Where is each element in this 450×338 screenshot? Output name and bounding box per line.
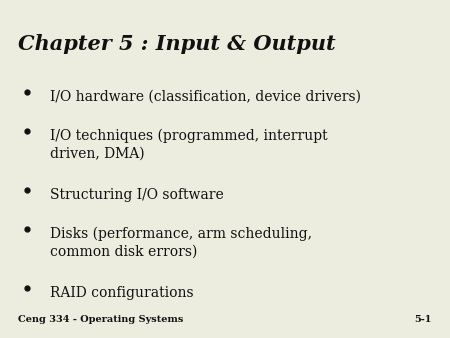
Text: Disks (performance, arm scheduling,
common disk errors): Disks (performance, arm scheduling, comm… [50, 226, 311, 259]
Text: I/O hardware (classification, device drivers): I/O hardware (classification, device dri… [50, 90, 360, 103]
Text: 5-1: 5-1 [414, 315, 432, 324]
Text: I/O techniques (programmed, interrupt
driven, DMA): I/O techniques (programmed, interrupt dr… [50, 128, 327, 161]
Text: Structuring I/O software: Structuring I/O software [50, 188, 223, 201]
Text: RAID configurations: RAID configurations [50, 286, 193, 299]
Text: Chapter 5 : Input & Output: Chapter 5 : Input & Output [18, 34, 336, 54]
Text: Ceng 334 - Operating Systems: Ceng 334 - Operating Systems [18, 315, 184, 324]
